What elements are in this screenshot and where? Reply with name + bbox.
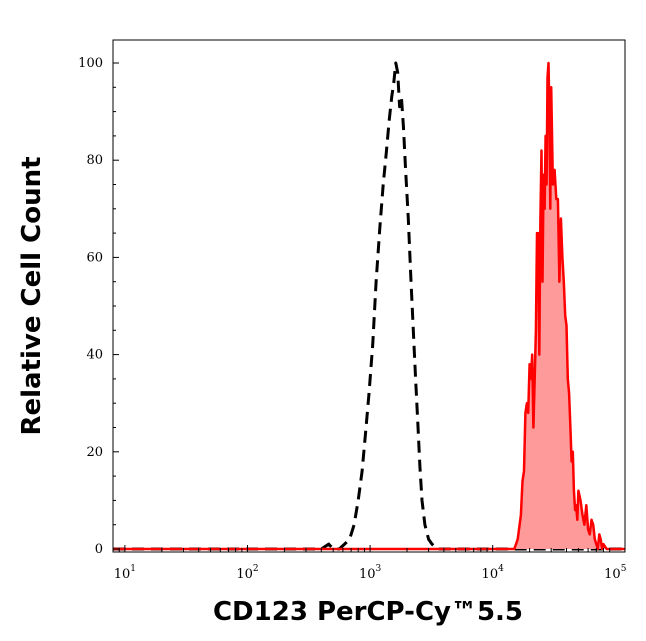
x-tick-label: 101	[114, 564, 136, 582]
y-axis-title: Relative Cell Count	[17, 156, 47, 435]
x-tick-label: 104	[482, 564, 505, 582]
y-tick-label: 40	[86, 348, 103, 363]
y-tick-label: 0	[95, 542, 103, 557]
x-axis-title: CD123 PerCP-Cy™5.5	[213, 597, 523, 627]
series-0-line	[113, 61, 625, 551]
x-tick-label: 102	[236, 564, 258, 582]
x-tick-label: 105	[604, 564, 627, 582]
y-tick-label: 100	[78, 56, 103, 71]
y-tick-label: 80	[86, 153, 103, 168]
y-axis: 0 20 40 60 80 100	[78, 56, 119, 557]
y-tick-label: 60	[86, 250, 103, 265]
plot-frame	[112, 39, 626, 553]
series-1-line	[113, 61, 625, 551]
x-tick-label: 103	[359, 564, 382, 582]
y-tick-label: 20	[86, 445, 103, 460]
series-layer	[113, 61, 625, 551]
x-axis: 101 102 103 104 105	[112, 545, 627, 582]
